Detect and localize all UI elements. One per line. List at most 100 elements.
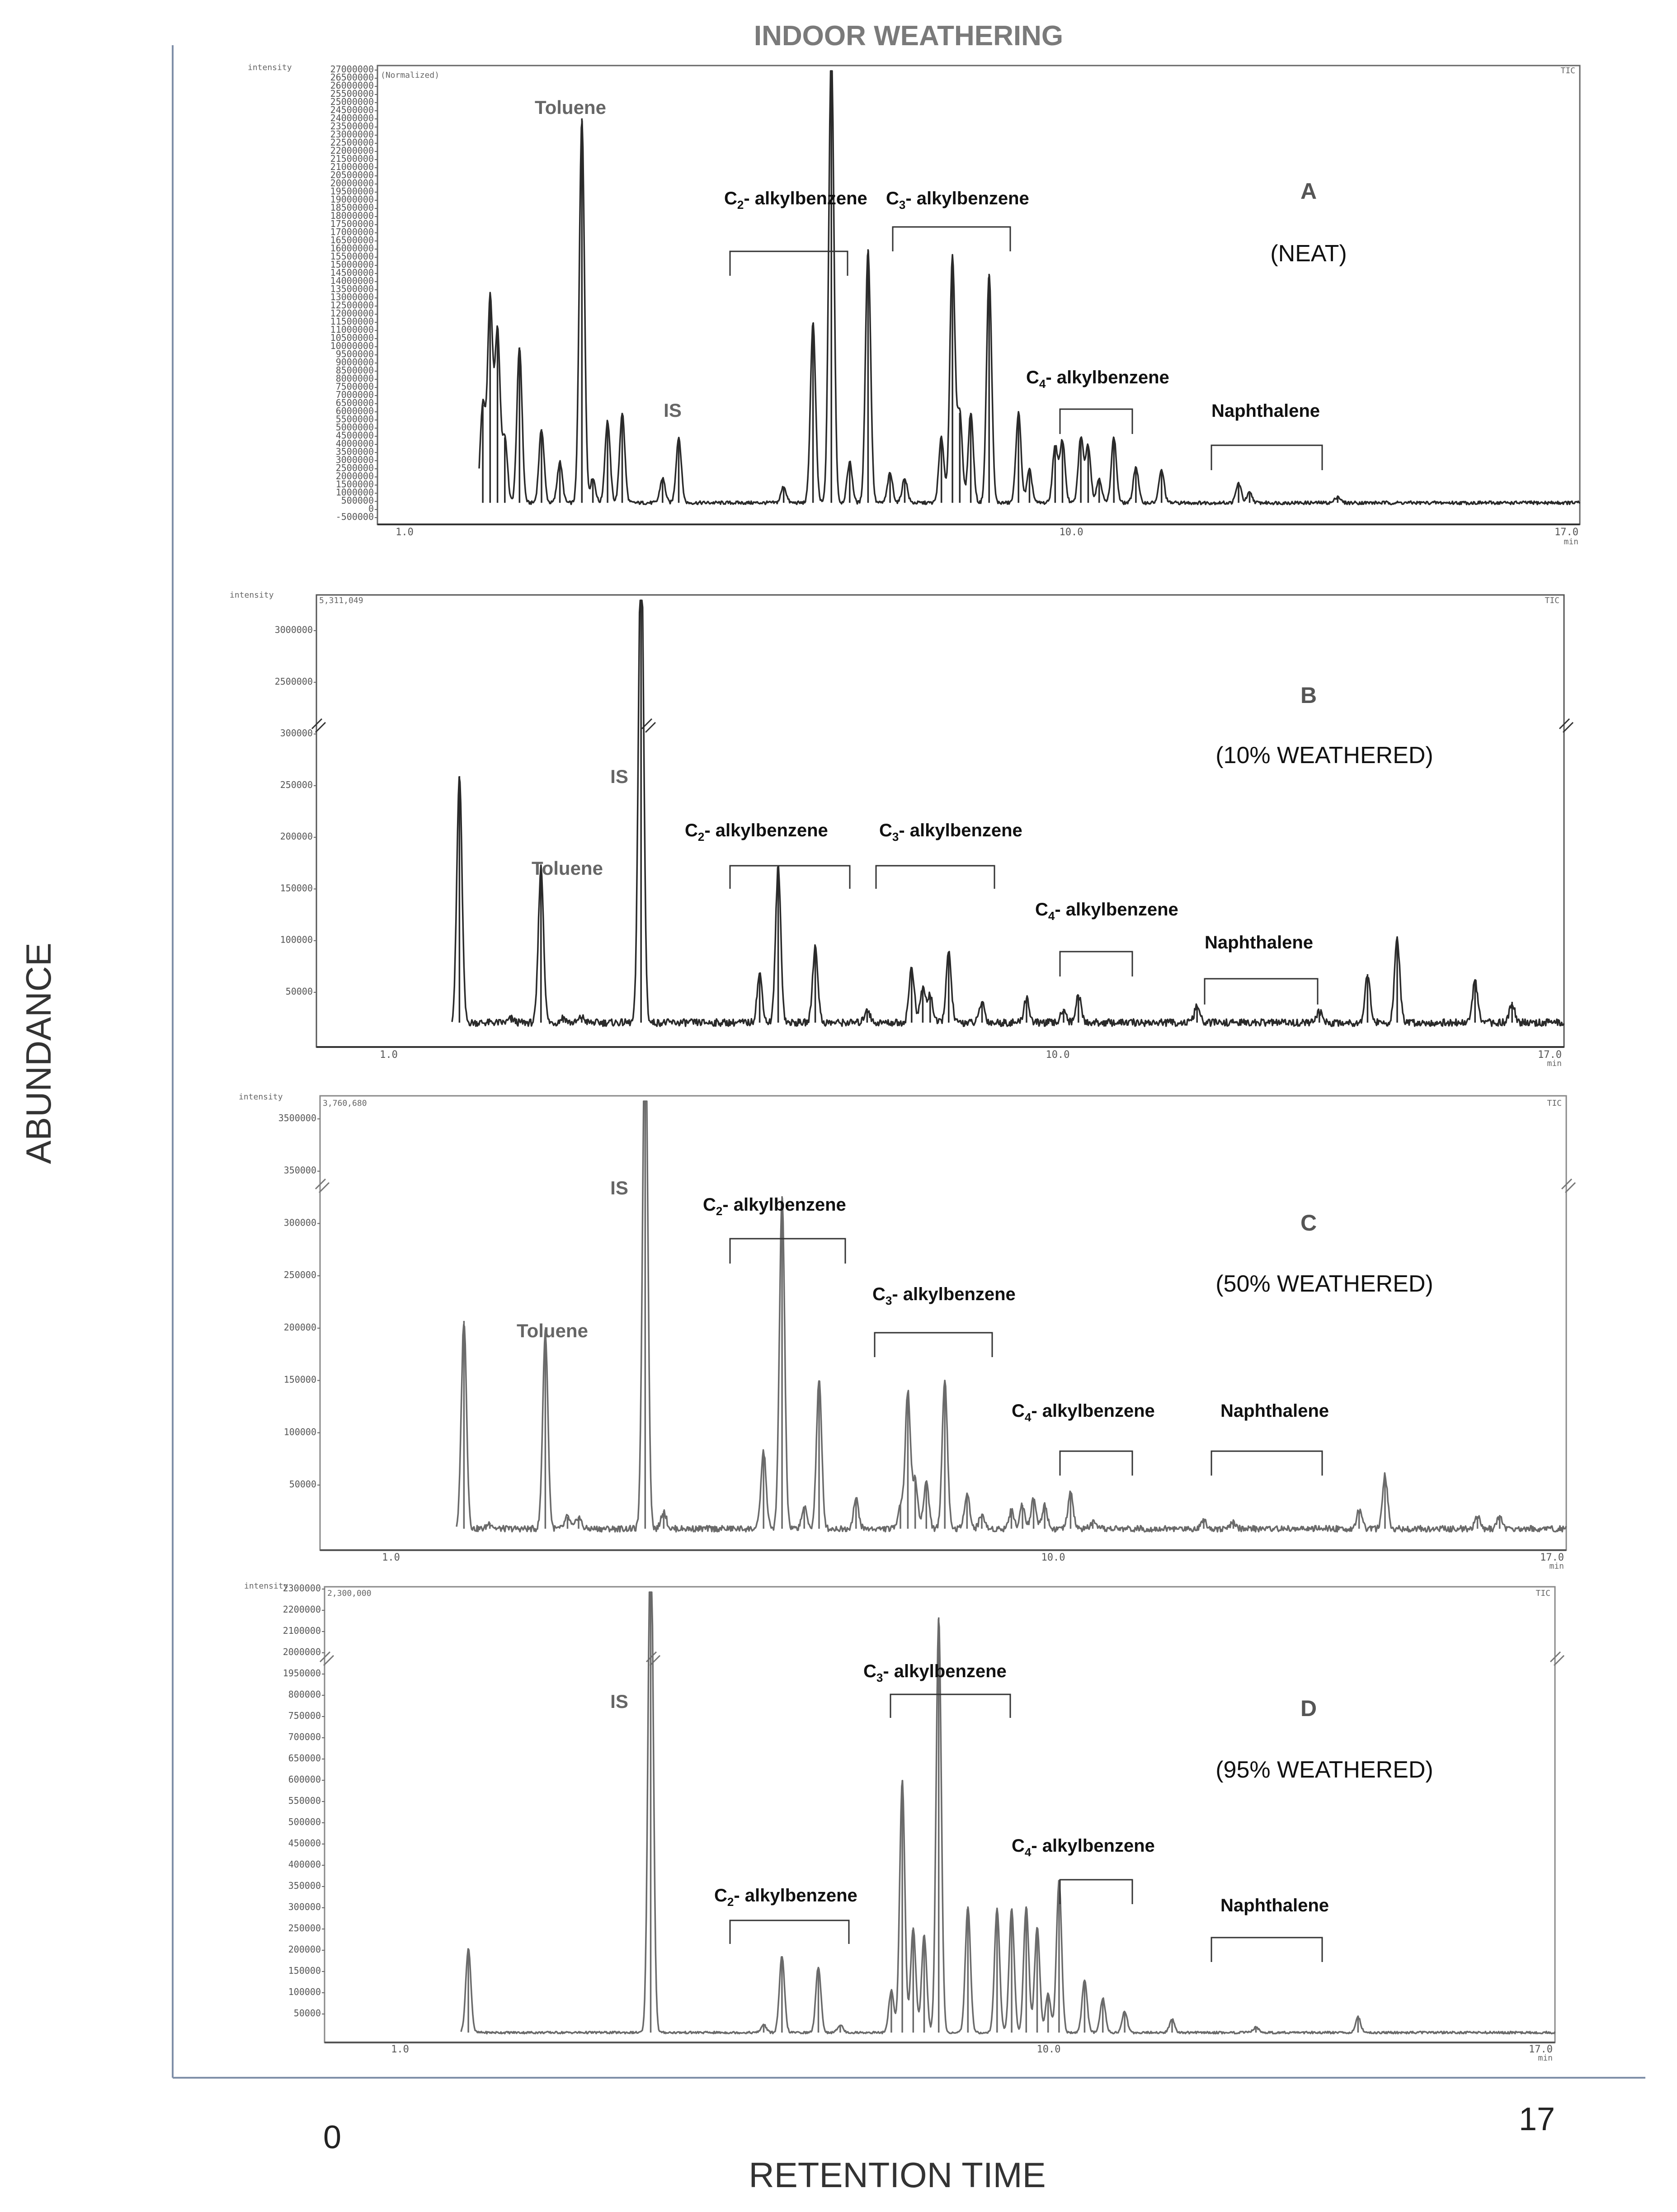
panel-c-y-tick-label: 150000 <box>284 1374 316 1385</box>
x-axis-start-label: 0 <box>323 2119 341 2155</box>
panel-d-y-tick-label: 2000000 <box>283 1646 321 1657</box>
panel-a-c4-label: C4- alkylbenzene <box>1026 368 1169 391</box>
panel-d-x-tick-1: 1.0 <box>391 2044 409 2055</box>
panel-a-y-tick-label: 8000000 <box>336 373 374 384</box>
panel-a-y-tick-label: 25000000 <box>330 96 374 107</box>
x-axis-end-label: 17 <box>1519 2101 1555 2137</box>
panel-c-y-tick-label: 300000 <box>284 1217 316 1228</box>
panel-a-y-tick-label: 14000000 <box>330 275 374 286</box>
panel-a-y-tick-label: 16000000 <box>330 243 374 254</box>
panel-b: intensity 5,311,049 TIC 3000000250000030… <box>230 590 1574 1068</box>
panel-d-y-tick-label: 2300000 <box>283 1583 321 1594</box>
panel-a-y-tick-label: 26500000 <box>330 72 374 83</box>
panel-a-y-tick-label: 26000000 <box>330 80 374 91</box>
panel-d-y-tick-label: 400000 <box>288 1859 321 1870</box>
panel-a-condition: (NEAT) <box>1270 241 1347 267</box>
panel-d-axis-break <box>319 1651 1565 1666</box>
panel-a-corner-label: TIC <box>1560 66 1575 75</box>
panel-a-y-ticks: 2700000026500000260000002550000025000000… <box>330 64 377 522</box>
panel-b-y-tick-label: 50000 <box>286 986 313 997</box>
panel-d-x-unit: min <box>1538 2053 1553 2063</box>
panel-d-y-tick-label: 600000 <box>288 1774 321 1785</box>
panel-d-c2-bracket <box>729 1920 850 1944</box>
panel-a-y-tick-label: 13000000 <box>330 292 374 302</box>
panel-a-y-tick-label: 4000000 <box>336 438 374 449</box>
panel-d-naphthalene-label: Naphthalene <box>1220 1896 1329 1915</box>
panel-c-c3-label: C3- alkylbenzene <box>872 1284 1016 1307</box>
panel-b-y-tick-label: 100000 <box>280 934 313 945</box>
panel-a-y-tick-label: 500000 <box>341 495 374 506</box>
panel-c-c4-bracket <box>1059 1450 1133 1476</box>
panel-c-naphthalene-bracket <box>1211 1450 1323 1476</box>
panel-b-x-unit: min <box>1547 1059 1562 1068</box>
panel-a-y-tick-label: 11500000 <box>330 316 374 327</box>
panel-a-y-tick-label: 3000000 <box>336 454 374 465</box>
panel-d-y-tick-label: 550000 <box>288 1795 321 1806</box>
panel-a-c2-bracket <box>729 250 848 276</box>
panel-b-condition: (10% WEATHERED) <box>1215 742 1433 769</box>
panel-a-y-tick-label: 21500000 <box>330 153 374 164</box>
panel-c-y-tick-label: 350000 <box>284 1165 316 1176</box>
panel-a-x-unit: min <box>1564 537 1578 547</box>
panel-b-peaks <box>458 600 1513 1023</box>
panel-a-y-tick-label: 15500000 <box>330 251 374 262</box>
panel-d-letter: D <box>1300 1696 1317 1721</box>
panel-b-c3-label: C3- alkylbenzene <box>879 821 1022 844</box>
panel-b-x-tick-1: 1.0 <box>380 1049 398 1061</box>
panel-a-y-tick-label: 12000000 <box>330 308 374 319</box>
panel-a-y-tick-label: 17000000 <box>330 226 374 237</box>
panel-b-corner-label: TIC <box>1545 596 1559 605</box>
panel-a-y-tick-label: 13500000 <box>330 283 374 294</box>
panel-c-x-tick-3: 17.0 <box>1540 1552 1564 1563</box>
panel-d: intensity 2,300,000 TIC 2300000 2200000 21… <box>244 1581 1565 2063</box>
panel-d-y-tick-label: 200000 <box>288 1944 321 1955</box>
panel-c-peaks <box>463 1101 1501 1529</box>
panel-a-y-tick-label: 18000000 <box>330 210 374 221</box>
panel-a-y-tick-label: 8500000 <box>336 365 374 376</box>
panel-d-corner-label: TIC <box>1536 1589 1550 1598</box>
panel-d-y-tick-label: 450000 <box>288 1838 321 1849</box>
panel-d-y-tick-label: 800000 <box>288 1689 321 1700</box>
panel-b-is-label: IS <box>610 766 628 787</box>
panel-d-y-header-note: 2,300,000 <box>327 1589 372 1598</box>
panel-c-c3-bracket <box>874 1332 993 1357</box>
panel-a-y-tick-label: 12500000 <box>330 300 374 311</box>
panel-a-y-tick-label: 7500000 <box>336 381 374 392</box>
panel-b-c4-label: C4- alkylbenzene <box>1035 900 1178 923</box>
panel-a-y-header-note: (Normalized) <box>381 71 439 80</box>
panel-a-y-tick-label: 4500000 <box>336 430 374 441</box>
panel-a-y-tick-label: 1000000 <box>336 487 374 498</box>
panel-b-y-tick-label: 2500000 <box>275 676 313 687</box>
panel-c-is-label: IS <box>610 1177 628 1198</box>
panel-a-y-tick-label: 9000000 <box>336 357 374 368</box>
panel-d-y-tick-label: 2100000 <box>283 1625 321 1636</box>
panel-d-condition: (95% WEATHERED) <box>1215 1757 1433 1783</box>
panel-b-naphthalene-bracket <box>1204 978 1319 1005</box>
panel-c: intensity 3,760,680 TIC 3500000 350000 300… <box>239 1092 1576 1571</box>
panel-c-c2-bracket <box>729 1238 846 1264</box>
panel-a-y-tick-label: 22000000 <box>330 145 374 156</box>
panel-b-y-tick-label: 200000 <box>280 831 313 842</box>
panel-b-trace <box>451 599 1565 1027</box>
panel-a-y-tick-label: 19000000 <box>330 194 374 205</box>
panel-d-y-tick-label: 2200000 <box>283 1604 321 1615</box>
panel-c-c2-label: C2- alkylbenzene <box>703 1195 846 1218</box>
figure-title: INDOOR WEATHERING <box>754 20 1063 52</box>
panel-a-y-tick-label: 7000000 <box>336 389 374 400</box>
panel-a-y-header: intensity <box>248 63 292 72</box>
panel-d-c2-label: C2- alkylbenzene <box>714 1886 857 1909</box>
panel-a-y-tick-label: 21000000 <box>330 161 374 172</box>
panel-d-naphthalene-bracket <box>1211 1937 1323 1962</box>
panel-a-y-tick-label: 2500000 <box>336 462 374 473</box>
panel-a-y-tick-label: 18500000 <box>330 202 374 213</box>
panel-d-y-tick-label: 150000 <box>288 1965 321 1976</box>
panel-a-peaks <box>482 71 1339 503</box>
panel-a-y-tick-label: 14500000 <box>330 267 374 278</box>
panel-a-c4-bracket <box>1059 408 1133 434</box>
panel-d-y-tick-label: 1950000 <box>283 1668 321 1679</box>
panel-d-y-tick-label: 700000 <box>288 1731 321 1742</box>
panel-d-y-tick-label: 50000 <box>294 2008 321 2019</box>
panel-b-y-tick-label: 150000 <box>280 882 313 893</box>
panel-d-y-ticks: 2300000 2200000 2100000 2000000 1950000 80000… <box>283 1583 325 2019</box>
panel-a-y-tick-label: 5500000 <box>336 414 374 424</box>
